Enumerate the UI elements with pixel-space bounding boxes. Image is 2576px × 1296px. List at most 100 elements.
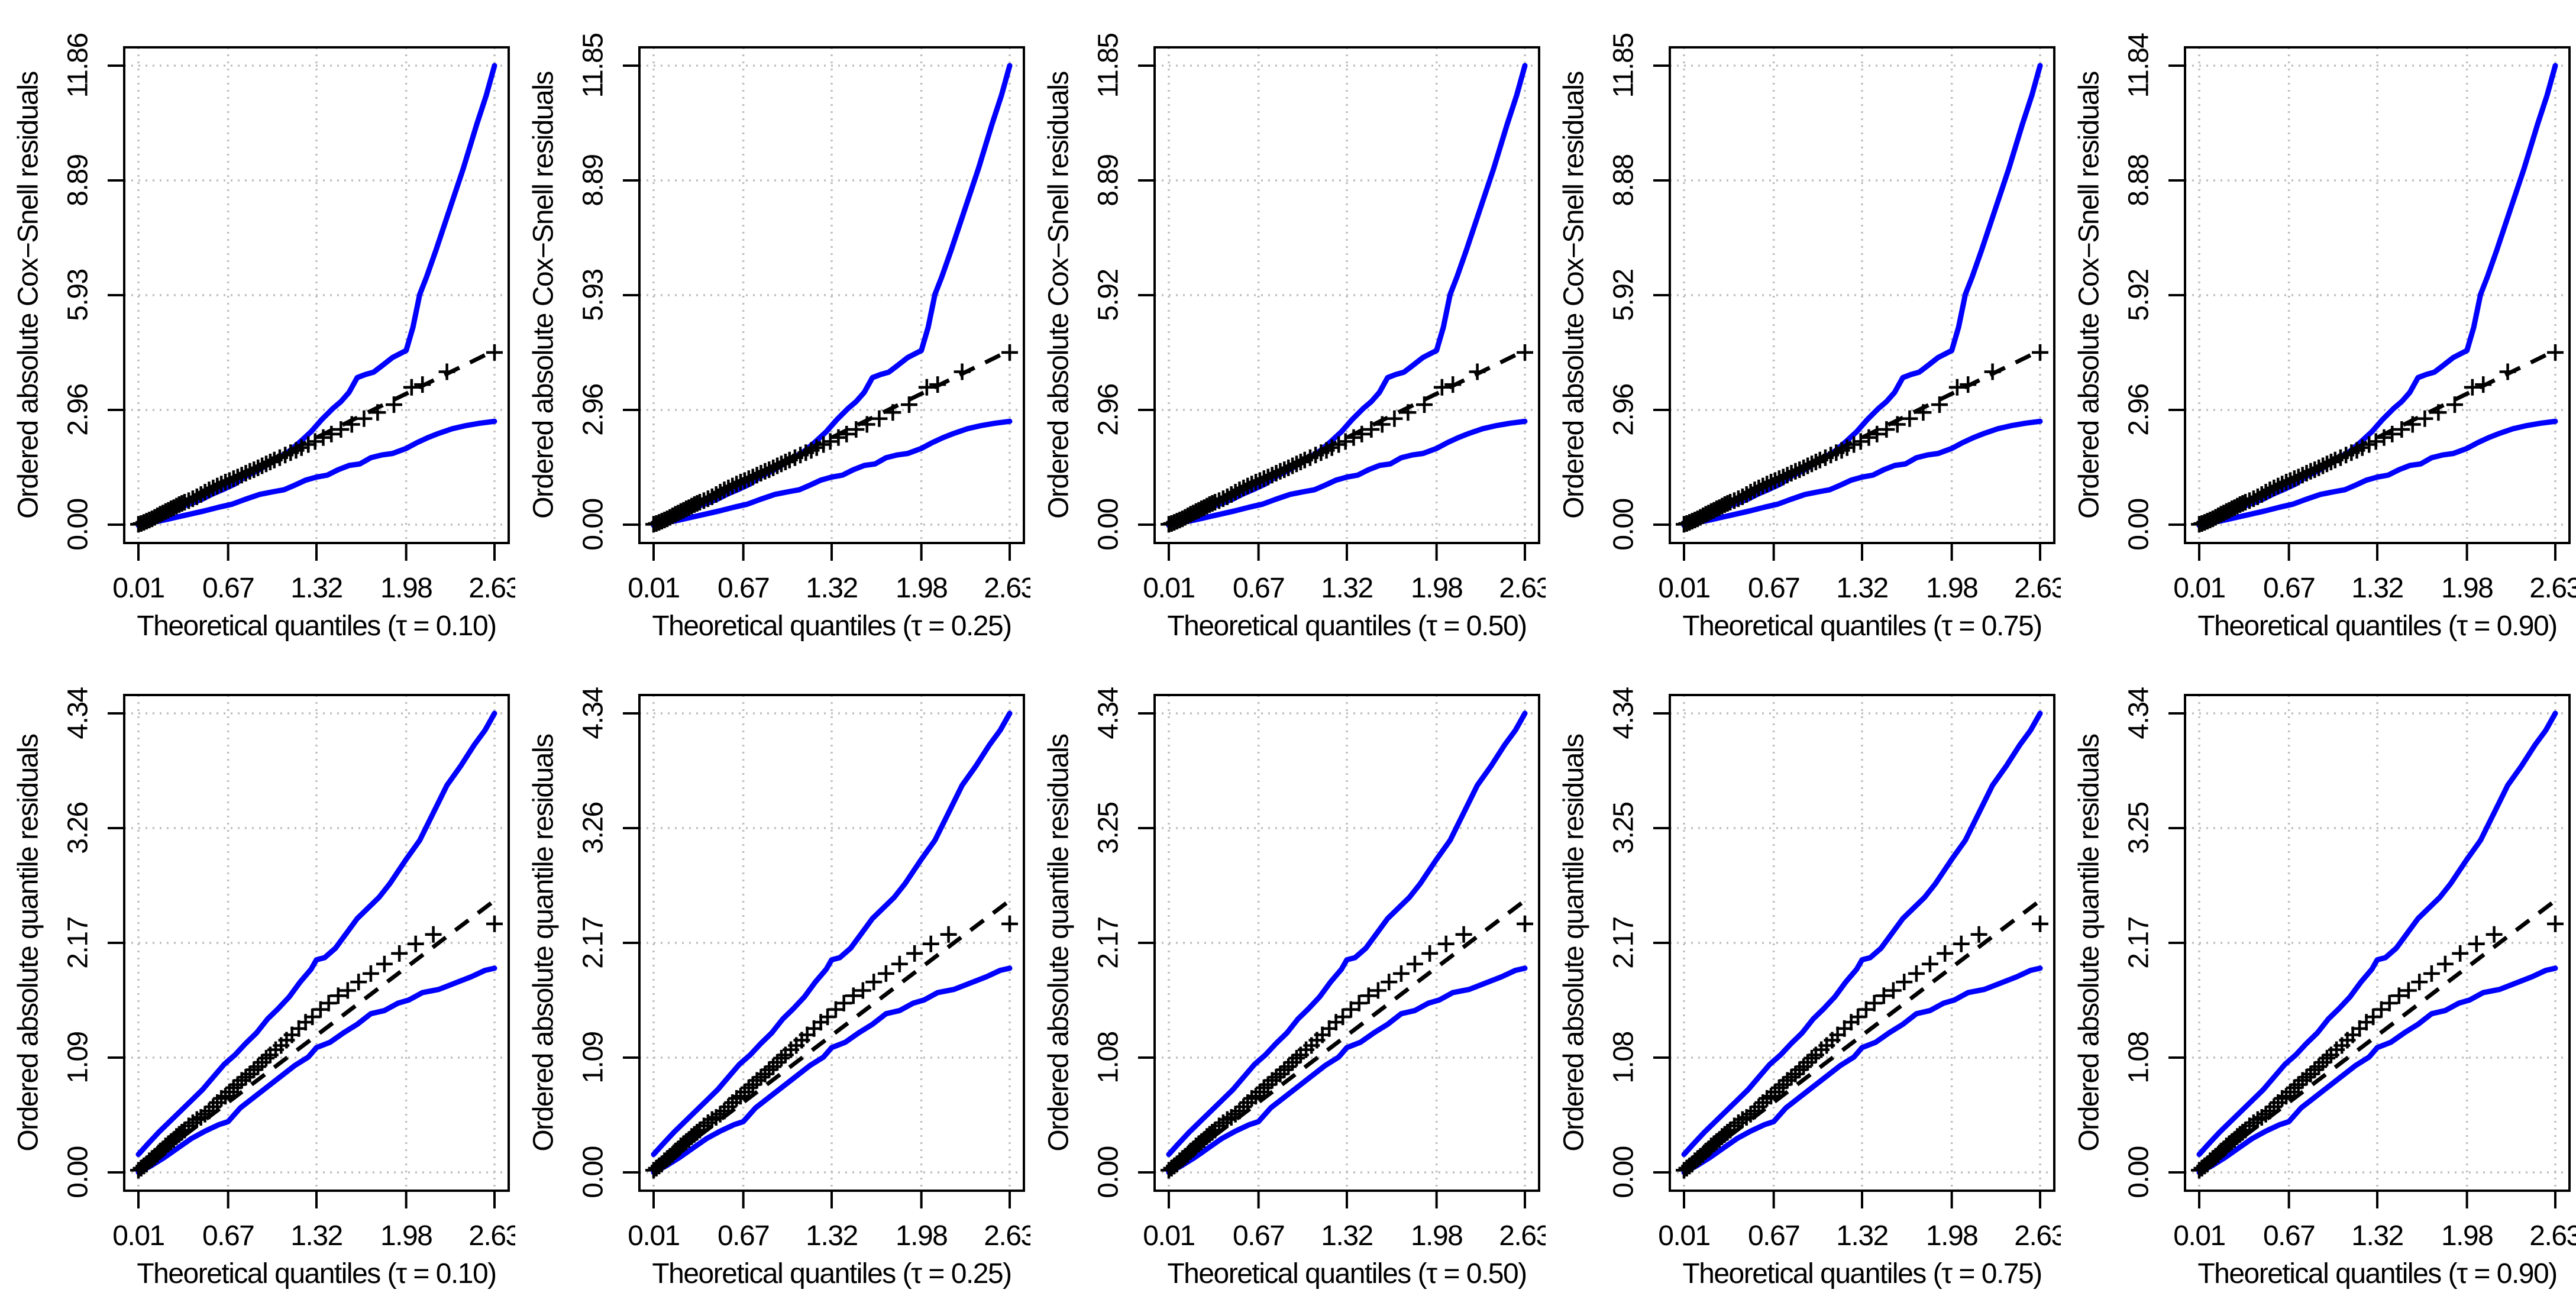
y-axis-label: Ordered absolute quantile residuals	[528, 734, 560, 1152]
y-tick-label: 2.17	[63, 917, 94, 968]
x-tick-label: 2.63	[984, 1220, 1030, 1252]
x-tick-label: 0.01	[1143, 573, 1194, 604]
y-tick-label: 8.89	[1093, 154, 1124, 206]
qq-subplot-row1-tau-0.50: 0.01 0.67 1.32 1.98 2.63 0.00 1.08 2.17 3.25 4.34…	[1043, 687, 1546, 1289]
y-tick-label: 3.26	[63, 802, 94, 854]
y-tick-label: 11.84	[2123, 33, 2155, 98]
y-tick-label: 0.00	[578, 499, 609, 550]
x-axis-label: Theoretical quantiles (τ = 0.10)	[137, 1258, 496, 1289]
y-tick-label: 0.00	[1608, 499, 1640, 550]
x-axis-label: Theoretical quantiles (τ = 0.75)	[1682, 610, 2041, 642]
y-tick-label: 1.09	[578, 1032, 609, 1083]
ordered-residuals-plus-markers	[1676, 915, 2048, 1179]
y-tick-label: 2.96	[578, 384, 609, 435]
x-tick-label: 1.98	[1926, 573, 1977, 604]
qq-subplot-row1-tau-0.25: 0.01 0.67 1.32 1.98 2.63 0.00 1.09 2.17 3.26 4.34…	[528, 687, 1031, 1289]
reference-line	[2197, 899, 2557, 1172]
lower-simulated-envelope-line	[1166, 418, 1528, 528]
lower-simulated-envelope-line	[1681, 965, 2043, 1175]
x-tick-label: 2.63	[984, 573, 1030, 604]
axis-tick-marks	[1138, 64, 1526, 561]
y-tick-label: 11.86	[63, 33, 94, 98]
x-tick-label: 0.01	[1658, 1220, 1709, 1252]
upper-simulated-envelope-line	[1166, 710, 1528, 1158]
x-tick-label: 0.67	[202, 1220, 254, 1252]
x-axis-label: Theoretical quantiles (τ = 0.25)	[652, 610, 1011, 642]
upper-simulated-envelope-line	[651, 710, 1013, 1158]
y-tick-label: 11.85	[578, 33, 609, 98]
y-tick-label: 8.88	[2123, 154, 2155, 206]
y-tick-label: 5.92	[1093, 269, 1124, 321]
grid-lines	[1670, 47, 2054, 543]
x-tick-label: 0.01	[2173, 1220, 2225, 1252]
y-tick-label: 0.00	[1093, 1146, 1124, 1198]
x-axis-label: Theoretical quantiles (τ = 0.10)	[137, 610, 496, 642]
x-tick-label: 0.01	[628, 1220, 679, 1252]
axis-tick-marks	[108, 712, 496, 1208]
y-tick-label: 8.88	[1608, 154, 1640, 206]
y-tick-label: 4.34	[2123, 687, 2155, 739]
y-tick-label: 11.85	[1093, 33, 1124, 98]
axis-tick-marks	[623, 712, 1011, 1208]
qq-subplot-row0-tau-0.75: 0.01 0.67 1.32 1.98 2.63 0.00 2.96 5.92 8.88 11.8…	[1559, 33, 2061, 642]
qq-subplot-row1-tau-0.75: 0.01 0.67 1.32 1.98 2.63 0.00 1.08 2.17 3.25 4.34…	[1559, 687, 2061, 1289]
y-tick-label: 5.92	[2123, 269, 2155, 321]
qq-subplot-row0-tau-0.10: 0.01 0.67 1.32 1.98 2.63 0.00 2.96 5.93 8.89 11.8…	[13, 33, 516, 642]
x-axis-label: Theoretical quantiles (τ = 0.90)	[2197, 1258, 2556, 1289]
y-tick-label: 5.93	[63, 269, 94, 321]
upper-simulated-envelope-line	[1681, 710, 2043, 1158]
y-tick-label: 2.96	[1093, 384, 1124, 435]
y-tick-label: 3.25	[1093, 802, 1124, 854]
ordered-residuals-plus-markers	[1676, 344, 2048, 533]
x-tick-label: 1.32	[1836, 573, 1887, 604]
x-tick-label: 2.63	[1499, 1220, 1546, 1252]
y-axis-label: Ordered absolute quantile residuals	[1559, 734, 1590, 1152]
x-tick-label: 0.01	[1658, 573, 1709, 604]
y-axis-label: Ordered absolute Cox−Snell residuals	[2074, 72, 2105, 519]
y-tick-label: 1.09	[63, 1032, 94, 1083]
y-tick-label: 8.89	[578, 154, 609, 206]
y-tick-label: 0.00	[63, 1146, 94, 1198]
x-tick-label: 1.98	[896, 573, 947, 604]
x-tick-label: 1.32	[806, 1220, 857, 1252]
x-tick-label: 0.67	[1233, 1220, 1284, 1252]
x-tick-label: 0.01	[112, 1220, 164, 1252]
x-tick-label: 0.67	[717, 573, 769, 604]
y-tick-label: 0.00	[1093, 499, 1124, 550]
upper-simulated-envelope-line	[135, 710, 497, 1158]
x-tick-label: 0.67	[202, 573, 254, 604]
y-tick-label: 0.00	[63, 499, 94, 550]
y-axis-label: Ordered absolute Cox−Snell residuals	[13, 72, 44, 519]
qq-subplot-row1-tau-0.90: 0.01 0.67 1.32 1.98 2.63 0.00 1.08 2.17 3.25 4.34…	[2074, 687, 2576, 1289]
x-tick-label: 2.63	[2529, 573, 2576, 604]
y-axis-label: Ordered absolute quantile residuals	[1043, 734, 1075, 1152]
x-tick-label: 1.98	[380, 1220, 432, 1252]
y-tick-label: 2.17	[2123, 917, 2155, 968]
x-tick-label: 2.63	[468, 573, 515, 604]
x-tick-label: 1.32	[1321, 573, 1372, 604]
x-tick-label: 0.67	[2263, 1220, 2315, 1252]
y-tick-label: 3.25	[1608, 802, 1640, 854]
y-tick-label: 3.26	[578, 802, 609, 854]
x-tick-label: 1.98	[896, 1220, 947, 1252]
ordered-residuals-plus-markers	[1161, 344, 1533, 533]
axis-tick-marks	[2168, 712, 2556, 1208]
x-tick-label: 0.67	[717, 1220, 769, 1252]
axis-tick-marks	[1653, 712, 2041, 1208]
x-axis-label: Theoretical quantiles (τ = 0.50)	[1167, 1258, 1526, 1289]
qq-subplot-row0-tau-0.90: 0.01 0.67 1.32 1.98 2.63 0.00 2.96 5.92 8.88 11.8…	[2074, 33, 2576, 642]
x-tick-label: 0.67	[2263, 573, 2315, 604]
reference-line	[137, 899, 496, 1172]
x-tick-label: 1.32	[2351, 573, 2403, 604]
x-axis-label: Theoretical quantiles (τ = 0.25)	[652, 1258, 1011, 1289]
y-axis-label: Ordered absolute Cox−Snell residuals	[1559, 72, 1590, 519]
y-tick-label: 2.17	[578, 917, 609, 968]
qq-subplot-row0-tau-0.25: 0.01 0.67 1.32 1.98 2.63 0.00 2.96 5.93 8.89 11.8…	[528, 33, 1031, 642]
lower-simulated-envelope-line	[651, 965, 1013, 1175]
grid-lines	[1670, 695, 2054, 1191]
x-tick-label: 1.32	[1836, 1220, 1887, 1252]
lower-simulated-envelope-line	[2196, 965, 2558, 1175]
y-axis-label: Ordered absolute Cox−Snell residuals	[1043, 72, 1075, 519]
lower-simulated-envelope-line	[1166, 965, 1528, 1175]
y-tick-label: 2.96	[2123, 384, 2155, 435]
